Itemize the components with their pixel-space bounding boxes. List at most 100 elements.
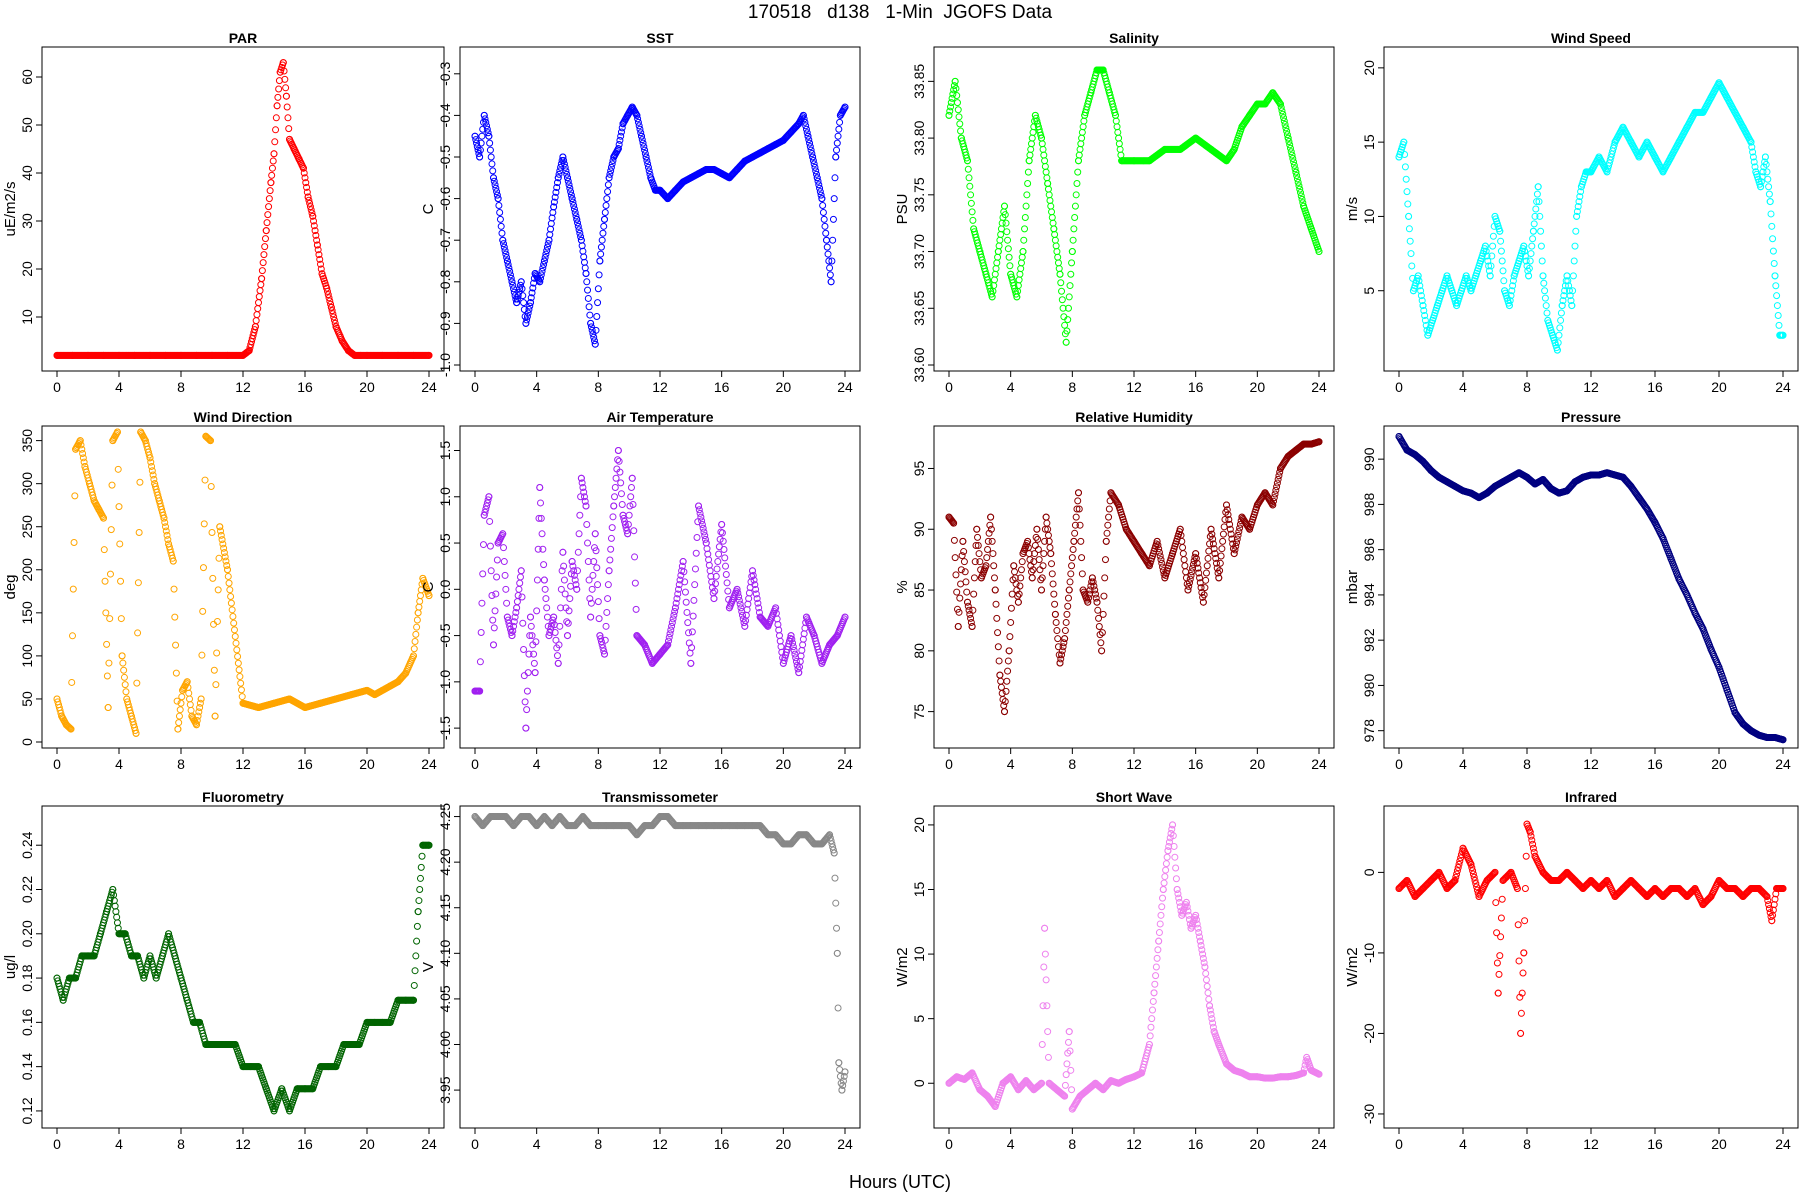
data-point: [963, 154, 971, 162]
data-point: [1189, 564, 1197, 572]
data-point: [644, 160, 652, 168]
data-point: [789, 643, 797, 651]
data-point: [238, 693, 246, 701]
data-point: [576, 229, 584, 237]
data-point: [317, 260, 324, 268]
data-point: [1569, 272, 1577, 280]
data-point: [523, 706, 531, 714]
data-point: [1759, 168, 1767, 176]
data-point: [1049, 219, 1057, 227]
x-tick-label: 4: [533, 756, 541, 772]
data-point: [265, 195, 273, 203]
data-point: [121, 681, 129, 689]
data-point: [136, 478, 144, 486]
data-point: [740, 619, 748, 627]
data-point: [537, 499, 545, 507]
data-point: [1751, 163, 1759, 171]
data-point: [602, 202, 610, 210]
data-point: [952, 571, 960, 579]
data-point: [572, 212, 580, 220]
data-point: [205, 435, 213, 443]
panel-title: Wind Direction: [194, 409, 293, 425]
data-point: [508, 632, 516, 640]
data-point: [186, 701, 194, 709]
data-point: [216, 523, 224, 531]
data-point: [1555, 331, 1563, 339]
data-point: [1489, 242, 1497, 250]
data-point: [425, 351, 433, 359]
data-point: [269, 157, 277, 165]
data-point: [112, 908, 120, 916]
data-point: [1233, 535, 1241, 543]
data-point: [526, 632, 534, 640]
data-point: [627, 484, 635, 492]
x-tick-label: 16: [714, 379, 730, 395]
data-point: [831, 174, 839, 182]
data-point: [1074, 497, 1082, 505]
data-point: [487, 567, 495, 575]
data-point: [584, 294, 592, 302]
data-point: [617, 128, 625, 136]
data-point: [528, 632, 536, 640]
data-point: [145, 451, 153, 459]
data-point: [1055, 265, 1063, 273]
data-point: [750, 576, 758, 584]
data-point: [1185, 582, 1193, 590]
data-point: [618, 500, 626, 508]
data-point: [329, 310, 337, 318]
data-point: [819, 202, 827, 210]
data-point: [565, 181, 573, 189]
data-point: [1021, 225, 1029, 233]
data-point: [163, 531, 171, 539]
x-tick-label: 24: [1775, 756, 1791, 772]
data-point: [520, 306, 528, 314]
y-tick-label: 984: [1361, 583, 1377, 607]
data-point: [1534, 183, 1542, 191]
data-point: [1530, 220, 1538, 228]
data-point: [990, 574, 998, 582]
data-point: [545, 236, 553, 244]
data-point: [718, 529, 726, 537]
data-point: [640, 143, 648, 151]
data-point: [1004, 657, 1012, 665]
data-point: [1771, 272, 1779, 280]
data-point: [1061, 635, 1069, 643]
data-point: [1001, 202, 1008, 210]
x-tick-label: 8: [177, 756, 185, 772]
data-point: [1572, 227, 1580, 235]
data-point: [1284, 134, 1292, 142]
panel-title: Pressure: [1561, 409, 1621, 425]
data-point: [1078, 570, 1086, 578]
data-point: [512, 608, 520, 616]
data-point: [990, 562, 998, 570]
data-point: [1075, 505, 1083, 513]
data-point: [1779, 736, 1787, 744]
data-point: [828, 257, 836, 265]
data-point: [1069, 236, 1077, 244]
data-point: [251, 326, 259, 334]
data-point: [317, 265, 325, 273]
data-point: [1296, 185, 1304, 193]
data-point: [507, 274, 515, 282]
data-point: [1539, 272, 1547, 280]
data-point: [1289, 155, 1297, 163]
data-point: [1543, 309, 1551, 317]
data-point: [1044, 531, 1052, 539]
data-point: [67, 725, 75, 733]
data-point: [309, 212, 317, 220]
data-point: [1068, 554, 1076, 562]
data-point: [633, 111, 641, 119]
data-point: [1508, 287, 1516, 295]
data-point: [1575, 198, 1583, 206]
data-point: [323, 287, 331, 295]
data-point: [1066, 282, 1074, 290]
data-point: [611, 484, 619, 492]
data-point: [1002, 687, 1010, 695]
data-point: [813, 174, 821, 182]
x-tick-label: 0: [1395, 756, 1403, 772]
data-point: [744, 600, 752, 608]
data-point: [806, 143, 814, 151]
y-tick-label: 978: [1361, 719, 1377, 743]
data-point: [812, 167, 820, 175]
